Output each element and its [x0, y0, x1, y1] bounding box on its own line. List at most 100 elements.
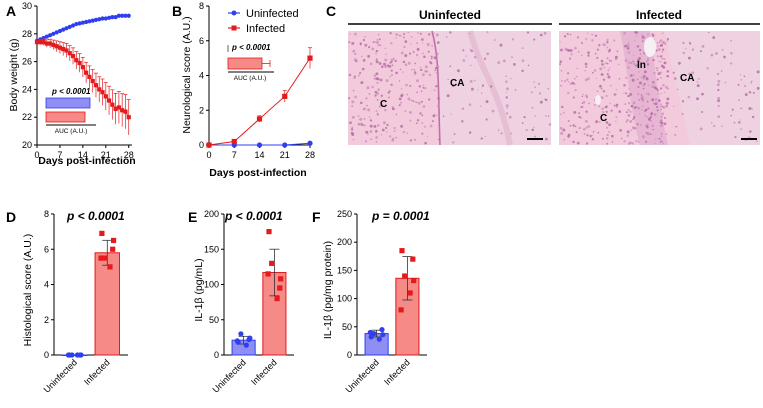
micrograph-cell: [646, 124, 648, 127]
micrograph-cell: [749, 130, 752, 133]
micrograph-cell: [659, 121, 662, 124]
micrograph-cell: [569, 124, 572, 127]
micrograph-cell: [739, 119, 741, 121]
panel-a-point-uninfected: [87, 19, 92, 24]
micrograph-cell: [567, 81, 570, 83]
panel-a-point-uninfected: [80, 20, 85, 25]
micrograph-cell: [539, 100, 543, 104]
micrograph-cell: [663, 91, 666, 94]
micrograph-infected-label-in: In: [637, 60, 646, 71]
panel-d-ytick-label: 6: [44, 244, 49, 254]
micrograph-cell: [572, 96, 575, 99]
micrograph-cell: [349, 33, 351, 35]
micrograph-cell: [391, 105, 394, 108]
panel-d-ytick-label: 4: [44, 280, 49, 290]
micrograph-cell: [391, 138, 395, 142]
micrograph-cell: [601, 107, 604, 110]
panel-a-point-infected: [64, 48, 69, 53]
micrograph-cell: [559, 60, 563, 63]
micrograph-cell: [364, 107, 367, 110]
micrograph-cell: [647, 117, 651, 121]
micrograph-cell: [730, 39, 733, 42]
micrograph-cell: [661, 55, 663, 57]
micrograph-cell: [701, 92, 704, 96]
micrograph-cell: [442, 115, 445, 117]
micrograph-cell: [410, 36, 413, 38]
micrograph-cell: [675, 125, 678, 128]
micrograph-cell: [595, 120, 599, 124]
panel-a-point-uninfected: [74, 21, 79, 27]
micrograph-cell: [633, 31, 636, 34]
micrograph-cell: [598, 44, 601, 47]
micrograph-cell: [619, 129, 622, 132]
micrograph-cell: [381, 128, 385, 132]
panel-a-ytick-label: 22: [22, 112, 32, 122]
micrograph-cell: [567, 135, 570, 138]
micrograph-cell: [415, 122, 418, 125]
micrograph-cell: [613, 104, 616, 107]
micrograph-cell: [388, 135, 392, 138]
micrograph-cell: [606, 73, 609, 76]
micrograph-cell: [357, 74, 360, 77]
micrograph-cell: [564, 47, 568, 51]
micrograph-cell: [453, 133, 456, 136]
micrograph-cell: [689, 42, 692, 45]
micrograph-cell: [383, 121, 386, 125]
micrograph-cell: [635, 35, 637, 37]
micrograph-cell: [596, 90, 599, 92]
panel-b-point-uninfected: [282, 142, 288, 148]
micrograph-cell: [606, 41, 609, 44]
panel-f-ytick-label: 150: [337, 265, 352, 275]
micrograph-cell: [738, 99, 741, 102]
micrograph-cell: [666, 75, 670, 78]
micrograph-cell: [354, 32, 357, 36]
micrograph-cell: [377, 33, 380, 36]
micrograph-cell: [400, 87, 403, 90]
micrograph-cell: [560, 85, 562, 87]
panel-e-xtick-label: Infected: [249, 357, 279, 387]
micrograph-cell: [684, 47, 687, 50]
panel-a-point-uninfected: [110, 15, 115, 20]
micrograph-cell: [521, 69, 524, 73]
micrograph-cell: [419, 112, 422, 115]
micrograph-cell: [610, 109, 613, 112]
micrograph-cell: [666, 102, 669, 105]
micrograph-cell: [376, 40, 379, 44]
micrograph-cell: [433, 56, 437, 60]
panel-b-point-infected: [231, 138, 237, 145]
legend-infected-marker: [231, 25, 237, 31]
micrograph-cell: [662, 105, 665, 108]
panel-a-point-infected: [126, 115, 131, 120]
panel-e-point-infected: [266, 229, 272, 235]
panel-a-ytick-label: 24: [22, 84, 32, 94]
micrograph-cell: [420, 100, 423, 103]
micrograph-cell: [469, 48, 472, 51]
micrograph-cell: [635, 63, 638, 66]
micrograph-cell: [632, 101, 636, 105]
micrograph-cell: [499, 43, 503, 47]
micrograph-cell: [657, 45, 659, 48]
panel-f-ytick-label: 0: [347, 350, 352, 360]
micrograph-cell: [654, 102, 658, 106]
micrograph-cell: [422, 86, 425, 89]
micrograph-cell: [363, 117, 366, 120]
micrograph-cell: [380, 134, 383, 136]
micrograph-cell: [629, 110, 632, 113]
micrograph-cell: [408, 110, 412, 114]
panel-a-ytick-label: 30: [22, 1, 32, 11]
micrograph-cell: [678, 61, 681, 65]
panel-d-point-uninfected: [74, 352, 81, 358]
panel-a-xlabel: Days post-infection: [38, 155, 135, 167]
micrograph-cell: [446, 36, 448, 38]
micrograph-cell: [577, 111, 581, 115]
micrograph-cell: [630, 62, 633, 64]
micrograph-cell: [580, 116, 583, 119]
micrograph-cell: [429, 124, 433, 128]
panel-b-letter: B: [172, 3, 182, 19]
micrograph-cell: [456, 69, 460, 73]
micrograph-cell: [717, 79, 721, 83]
panel-a-point-infected: [44, 41, 49, 46]
micrograph-cell: [491, 109, 495, 113]
micrograph-cell: [713, 124, 716, 128]
legend-uninfected-marker: [231, 10, 237, 16]
